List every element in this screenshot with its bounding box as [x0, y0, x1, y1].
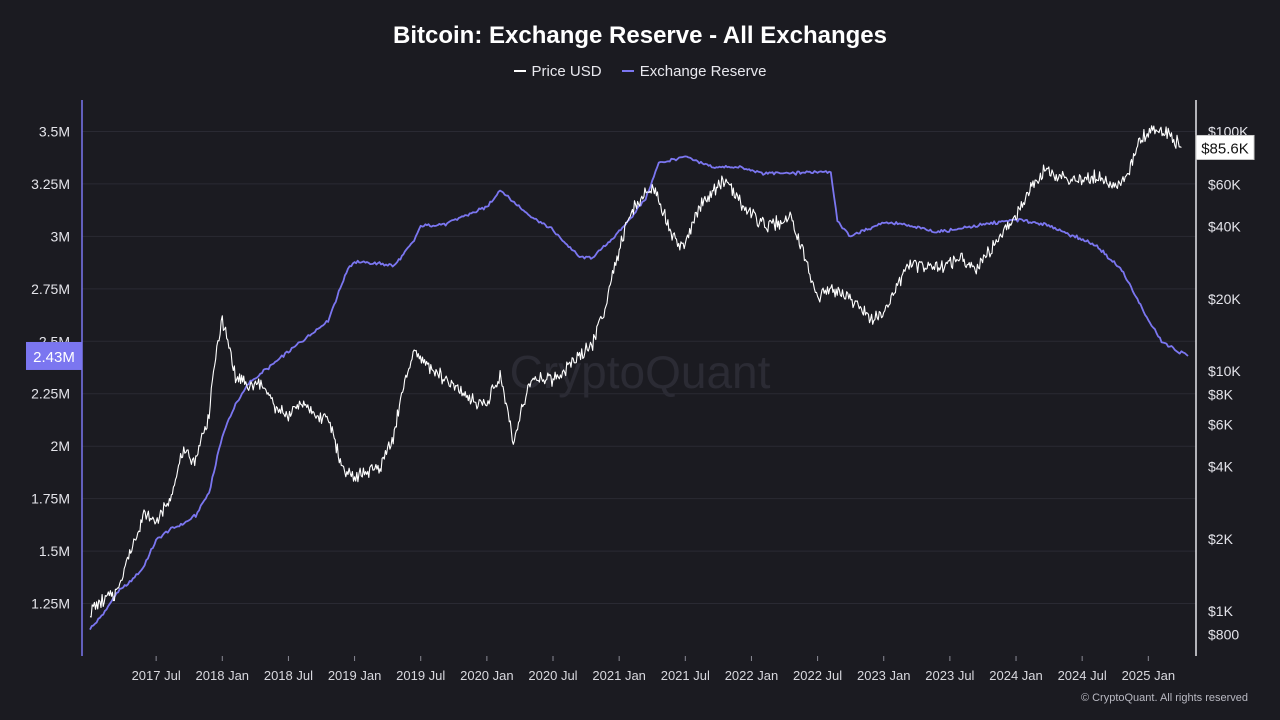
right-tick-label: $10K — [1208, 363, 1241, 379]
x-tick-label: 2019 Jan — [328, 668, 382, 683]
chart-legend: Price USD Exchange Reserve — [0, 63, 1280, 80]
credit-text: CryptoQuant. All rights reserved — [1092, 692, 1248, 704]
x-tick-label: 2018 Jul — [264, 668, 313, 683]
watermark: CryptoQuant — [510, 346, 771, 398]
x-tick-label: 2017 Jul — [132, 668, 181, 683]
right-tick-label: $6K — [1208, 416, 1234, 432]
price-current-badge — [1195, 134, 1255, 160]
series-layer — [89, 125, 1189, 630]
copyright-icon: © — [1080, 692, 1090, 704]
reserve-current-value: 2.43M — [33, 349, 75, 366]
legend-label-price: Price USD — [531, 63, 602, 80]
series-price-usd — [89, 125, 1182, 618]
x-tick-label: 2020 Jan — [460, 668, 514, 683]
credit: © CryptoQuant. All rights reserved — [1081, 692, 1248, 704]
legend-item-price[interactable]: Price USD — [513, 63, 602, 80]
left-tick-label: 2M — [51, 438, 70, 454]
x-tick-label: 2024 Jan — [989, 668, 1043, 683]
left-tick-label: 1.75M — [31, 491, 70, 507]
x-tick-label: 2018 Jan — [196, 668, 250, 683]
legend-label-reserve: Exchange Reserve — [639, 63, 767, 80]
left-axis: 1.25M1.5M1.75M2M2.25M2.5M2.75M3M3.25M3.5… — [31, 100, 83, 656]
left-tick-label: 2.75M — [31, 281, 70, 297]
x-tick-label: 2024 Jul — [1058, 668, 1107, 683]
value-badges: 2.43M $85.6K — [26, 134, 1255, 370]
x-tick-label: 2023 Jul — [925, 668, 974, 683]
legend-item-reserve[interactable]: Exchange Reserve — [621, 63, 767, 80]
right-tick-label: $40K — [1208, 219, 1241, 235]
reserve-current-badge — [26, 341, 82, 370]
x-tick-label: 2021 Jan — [592, 668, 646, 683]
x-tick-label: 2022 Jan — [725, 668, 779, 683]
legend-swatch-price — [513, 70, 526, 73]
right-tick-label: $60K — [1208, 176, 1241, 192]
x-tick-label: 2023 Jan — [857, 668, 911, 683]
x-tick-label: 2019 Jul — [396, 668, 445, 683]
price-current-value: $85.6K — [1201, 140, 1249, 157]
left-tick-label: 3.5M — [39, 123, 70, 139]
x-tick-label: 2022 Jul — [793, 668, 842, 683]
left-tick-label: 3M — [51, 228, 70, 244]
left-tick-label: 3.25M — [31, 176, 70, 192]
right-tick-label: $1K — [1208, 603, 1234, 619]
right-tick-label: $8K — [1208, 386, 1234, 402]
right-tick-label: $800 — [1208, 626, 1239, 642]
right-tick-label: $2K — [1208, 531, 1234, 547]
right-tick-label: $4K — [1208, 459, 1234, 475]
left-tick-label: 1.25M — [31, 596, 70, 612]
x-tick-label: 2021 Jul — [661, 668, 710, 683]
left-tick-label: 1.5M — [39, 543, 70, 559]
left-tick-label: 2.25M — [31, 386, 70, 402]
x-axis: 2017 Jul 2018 Jan 2018 Jul 2019 Jan 2019 Jul… — [132, 656, 1175, 683]
series-exchange-reserve — [89, 155, 1189, 630]
x-tick-label: 2020 Jul — [528, 668, 577, 683]
legend-swatch-reserve — [621, 70, 634, 73]
chart-title: Bitcoin: Exchange Reserve - All Exchange… — [393, 22, 887, 49]
right-tick-label: $20K — [1208, 291, 1241, 307]
right-axis: $800$1K$2K$4K$6K$8K$10K$20K$40K$60K$100K — [1195, 100, 1249, 656]
x-tick-label: 2025 Jan — [1122, 668, 1176, 683]
